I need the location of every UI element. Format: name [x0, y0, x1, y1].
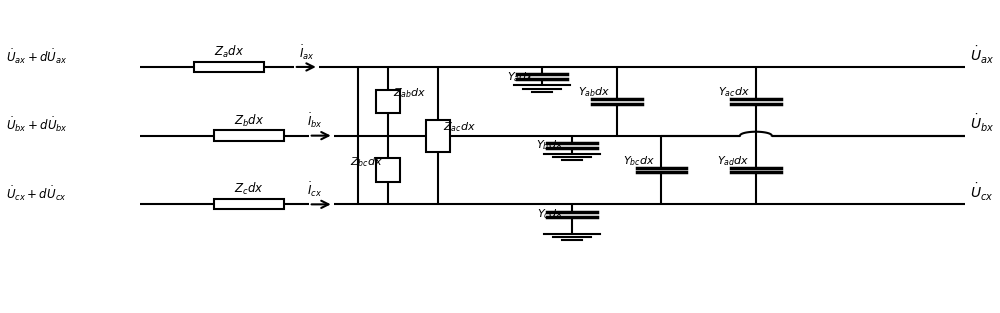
Text: $Z_{bc}$dx: $Z_{bc}$dx: [350, 155, 383, 169]
Bar: [214, 131, 284, 141]
Text: $Z_{ac}$dx: $Z_{ac}$dx: [443, 121, 476, 134]
Text: $Y_c$dx: $Y_c$dx: [537, 207, 564, 221]
Text: $\dot{U}_{cx}+d\dot{U}_{cx}$: $\dot{U}_{cx}+d\dot{U}_{cx}$: [6, 185, 66, 203]
Text: $\dot{I}_{bx}$: $\dot{I}_{bx}$: [307, 112, 323, 130]
Text: $Z_a$dx: $Z_a$dx: [214, 44, 244, 60]
Text: $\dot{U}_{bx}$: $\dot{U}_{bx}$: [970, 113, 994, 134]
Text: $\dot{U}_{cx}$: $\dot{U}_{cx}$: [970, 182, 993, 203]
Text: $\dot{U}_{ax}+d\dot{U}_{ax}$: $\dot{U}_{ax}+d\dot{U}_{ax}$: [6, 47, 67, 66]
Text: $Y_b$dx: $Y_b$dx: [536, 139, 564, 152]
Text: $Y_a$dx: $Y_a$dx: [507, 70, 534, 84]
Text: $Z_c$dx: $Z_c$dx: [234, 181, 264, 198]
Text: $Y_{ac}$dx: $Y_{ac}$dx: [718, 85, 750, 99]
Bar: [376, 158, 400, 182]
Text: $Z_b$dx: $Z_b$dx: [234, 113, 264, 129]
Text: $\dot{I}_{ax}$: $\dot{I}_{ax}$: [299, 43, 314, 62]
Text: $\dot{U}_{ax}$: $\dot{U}_{ax}$: [970, 45, 994, 66]
Text: $\dot{I}_{cx}$: $\dot{I}_{cx}$: [307, 180, 322, 199]
Text: $\dot{U}_{bx}+d\dot{U}_{bx}$: $\dot{U}_{bx}+d\dot{U}_{bx}$: [6, 116, 68, 134]
Bar: [214, 199, 284, 209]
Text: $Z_{ab}$dx: $Z_{ab}$dx: [393, 86, 427, 100]
Bar: [194, 62, 264, 72]
Text: $Y_{ab}$dx: $Y_{ab}$dx: [578, 85, 611, 99]
Text: $Y_{bc}$dx: $Y_{bc}$dx: [623, 154, 656, 168]
Text: $Y_{ad}$dx: $Y_{ad}$dx: [717, 154, 750, 168]
Bar: [426, 120, 450, 151]
Bar: [376, 90, 400, 113]
